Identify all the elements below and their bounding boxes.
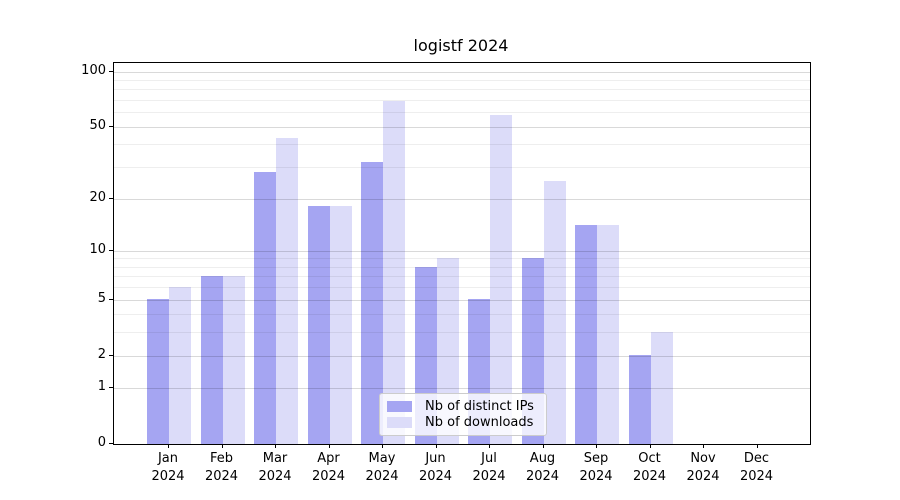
x-tick-label: Jul 2024 — [472, 451, 506, 484]
gridline-minor — [114, 266, 810, 268]
bar-downloads-jul — [490, 114, 512, 444]
bar-downloads-oct — [650, 332, 673, 444]
legend-swatch-downloads — [387, 416, 412, 428]
y-tick-label: 10 — [89, 241, 106, 257]
bar-downloads-apr — [329, 206, 352, 444]
gridline-major — [114, 355, 810, 357]
x-tick-label: Oct 2024 — [632, 451, 667, 484]
x-tick-label: Nov 2024 — [686, 451, 720, 484]
x-tick-label: May 2024 — [365, 451, 399, 484]
x-tick-mark — [168, 444, 169, 449]
y-tick-mark — [109, 354, 113, 356]
x-tick-mark — [221, 444, 223, 449]
y-tick-mark — [109, 443, 113, 445]
y-tick-label: 100 — [81, 62, 106, 78]
gridline-minor — [114, 258, 810, 260]
x-tick-label: Jan 2024 — [151, 451, 185, 484]
bar-distinct-ips-mar — [254, 172, 276, 444]
x-tick-label: Dec 2024 — [739, 451, 774, 484]
y-tick-label: 20 — [89, 189, 106, 205]
gridline-major — [114, 71, 810, 73]
gridline-minor — [114, 332, 810, 334]
gridline-major — [114, 388, 810, 390]
x-tick-mark — [275, 444, 276, 449]
x-tick-mark — [542, 444, 544, 449]
bar-distinct-ips-oct — [628, 355, 651, 444]
gridline-minor — [114, 100, 810, 102]
x-tick-label: Apr 2024 — [311, 451, 346, 484]
y-tick-label: 0 — [97, 435, 106, 451]
y-tick-mark — [109, 70, 113, 72]
y-tick-mark — [109, 249, 113, 251]
x-tick-mark — [703, 444, 704, 449]
bar-downloads-mar — [276, 138, 298, 444]
x-tick-label: Feb 2024 — [204, 451, 239, 484]
bar-downloads-feb — [222, 276, 245, 444]
legend-label: Nb of downloads — [425, 414, 534, 430]
y-tick-label: 50 — [89, 117, 106, 133]
x-tick-mark — [328, 444, 330, 449]
gridline-major — [114, 126, 810, 128]
gridline-minor — [114, 89, 810, 91]
y-tick-label: 1 — [97, 379, 106, 395]
x-tick-mark — [649, 444, 651, 449]
gridline-minor — [114, 314, 810, 316]
legend-item-downloads: Nb of downloads — [387, 415, 538, 430]
gridline-major — [114, 198, 810, 200]
y-tick-mark — [109, 298, 113, 300]
bar-downloads-may — [383, 100, 405, 444]
gridline-major — [114, 250, 810, 252]
bar-downloads-aug — [543, 180, 566, 444]
y-tick-mark — [109, 387, 113, 389]
gridline-minor — [114, 276, 810, 278]
y-tick-label: 2 — [97, 346, 106, 362]
bar-downloads-sep — [597, 225, 619, 444]
legend: Nb of distinct IPs Nb of downloads — [379, 393, 547, 436]
legend-item-distinct-ips: Nb of distinct IPs — [387, 399, 538, 414]
y-tick-mark — [109, 197, 113, 199]
gridline-major — [114, 299, 810, 301]
gridline-minor — [114, 80, 810, 81]
legend-label: Nb of distinct IPs — [425, 399, 534, 415]
x-tick-mark — [756, 444, 758, 449]
x-tick-mark — [435, 444, 437, 449]
bar-distinct-ips-may — [361, 161, 383, 444]
y-tick-mark — [109, 125, 113, 127]
bar-distinct-ips-jan — [147, 299, 169, 444]
x-tick-mark — [596, 444, 597, 449]
bar-distinct-ips-sep — [575, 225, 597, 444]
gridline-minor — [114, 167, 810, 168]
x-tick-mark — [489, 444, 490, 449]
bar-distinct-ips-feb — [200, 276, 223, 444]
chart-title: logistf 2024 — [413, 36, 509, 55]
gridline-minor — [114, 287, 810, 289]
x-tick-label: Sep 2024 — [579, 451, 613, 484]
bar-downloads-jan — [169, 286, 191, 444]
bar-distinct-ips-apr — [307, 206, 330, 444]
x-tick-label: Aug 2024 — [525, 451, 560, 484]
y-tick-label: 5 — [97, 290, 106, 306]
gridline-minor — [114, 112, 810, 114]
grid-layer — [114, 63, 810, 444]
x-tick-mark — [382, 444, 383, 449]
plot-area: Nb of distinct IPs Nb of downloads — [113, 62, 811, 445]
x-tick-label: Jun 2024 — [418, 451, 453, 484]
x-tick-label: Mar 2024 — [258, 451, 292, 484]
gridline-minor — [114, 144, 810, 146]
legend-swatch-distinct-ips — [387, 401, 412, 413]
